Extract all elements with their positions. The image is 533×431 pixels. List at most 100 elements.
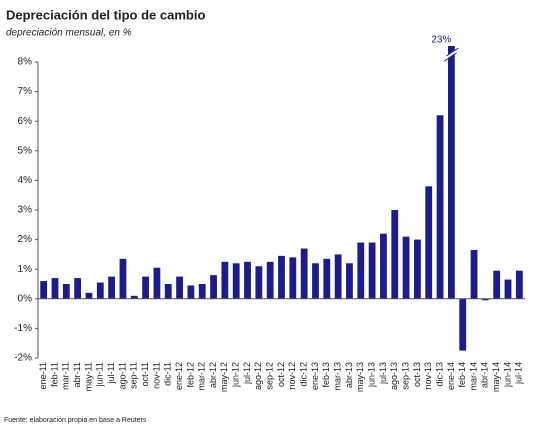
- y-tick-label: 6%: [18, 116, 33, 127]
- x-tick-label: ene-13: [310, 362, 320, 390]
- x-tick-label: jul-11: [106, 362, 116, 384]
- bar: [153, 267, 161, 299]
- bar: [504, 279, 512, 299]
- x-tick-label: jul-14: [514, 362, 524, 385]
- bar: [357, 242, 365, 299]
- source-note: Fuente: elaboración propia en base a Reu…: [4, 417, 147, 424]
- bar: [266, 261, 274, 299]
- chart-subtitle: depreciación mensual, en %: [6, 28, 132, 39]
- x-tick-label: nov-13: [423, 362, 433, 390]
- x-tick-label: mar-13: [333, 362, 343, 391]
- bar: [255, 266, 263, 299]
- bar: [289, 257, 297, 299]
- y-tick-label: 3%: [18, 205, 33, 216]
- y-tick-label: 4%: [18, 175, 33, 186]
- bar: [244, 261, 251, 299]
- bar: [176, 276, 183, 299]
- x-tick-label: ene-14: [446, 362, 456, 390]
- bar: [142, 276, 149, 299]
- bar: [198, 284, 206, 299]
- bar: [74, 278, 82, 299]
- bar: [481, 298, 489, 301]
- x-tick-label: oct-12: [276, 362, 286, 387]
- x-tick-label: feb-14: [457, 362, 467, 388]
- bar: [436, 115, 444, 299]
- x-tick-label: sep-13: [400, 362, 410, 390]
- bar: [85, 292, 93, 299]
- bar: [119, 258, 127, 299]
- x-tick-label: sep-12: [265, 362, 275, 390]
- bar: [51, 278, 59, 299]
- break-mark: [444, 52, 457, 62]
- x-tick-label: ago-12: [253, 362, 263, 390]
- bar: [108, 276, 116, 299]
- bar: [402, 236, 410, 299]
- x-tick-label: feb-12: [185, 362, 195, 388]
- y-tick-label: 1%: [18, 264, 33, 275]
- bar: [300, 248, 308, 299]
- x-tick-label: jul-12: [242, 362, 252, 385]
- x-tick-label: jun-11: [95, 362, 105, 387]
- x-tick-label: abr-13: [344, 362, 354, 388]
- bars: [40, 46, 523, 351]
- bar: [130, 295, 138, 299]
- x-tick-label: may-12: [219, 362, 229, 392]
- bar: [323, 258, 331, 299]
- x-tick-label: mar-11: [61, 362, 71, 390]
- x-tick-label: jun-12: [231, 362, 241, 388]
- y-tick-label: 5%: [18, 145, 33, 156]
- bar: [62, 284, 70, 299]
- x-tick-label: jun-14: [502, 362, 512, 388]
- x-tick-label: dic-13: [434, 362, 444, 387]
- x-tick-label: ene-12: [174, 362, 184, 390]
- x-tick-label: sep-11: [129, 362, 139, 389]
- bar: [40, 281, 48, 299]
- bar: [232, 263, 240, 299]
- x-tick-label: abr-11: [72, 362, 82, 387]
- x-tick-label: dic-11: [163, 362, 173, 386]
- bar: [164, 284, 172, 299]
- bar: [425, 186, 433, 299]
- bar: [447, 46, 455, 299]
- x-tick-label: jun-13: [366, 362, 376, 388]
- y-tick-label: 7%: [18, 86, 33, 97]
- x-tick-label: nov-11: [151, 362, 161, 389]
- bar: [414, 239, 421, 299]
- bar: [515, 270, 523, 299]
- x-tick-label: dic-12: [299, 362, 309, 387]
- bar: [312, 263, 319, 299]
- y-tick-label: 2%: [18, 234, 33, 245]
- bar: [391, 210, 399, 299]
- bar: [221, 261, 229, 299]
- bar: [346, 263, 353, 299]
- x-tick-label: nov-12: [287, 362, 297, 390]
- x-tick-label: may-13: [355, 362, 365, 392]
- x-tick-label: ago-13: [389, 362, 399, 390]
- bar: [334, 254, 342, 299]
- x-tick-label: abr-14: [480, 362, 490, 388]
- value-label: 23%: [431, 35, 451, 46]
- x-tick-label: ene-11: [38, 362, 48, 389]
- bar: [368, 242, 376, 299]
- y-tick-label: -1%: [14, 323, 32, 334]
- bar: [459, 298, 467, 351]
- x-tick-label: jul-13: [378, 362, 388, 385]
- y-tick-label: -2%: [14, 353, 32, 364]
- x-tick-label: feb-11: [49, 362, 59, 387]
- bar: [380, 233, 387, 299]
- bar: [278, 255, 285, 299]
- bar: [470, 249, 478, 299]
- y-tick-label: 0%: [18, 293, 33, 304]
- chart-title: Depreciación del tipo de cambio: [6, 7, 205, 22]
- x-tick-label: mar-14: [468, 362, 478, 391]
- bar: [96, 282, 104, 299]
- break-mark: [446, 47, 459, 57]
- bar: [210, 275, 217, 299]
- x-tick-label: mar-12: [197, 362, 207, 391]
- y-tick-label: 8%: [18, 57, 33, 68]
- x-tick-label: abr-12: [208, 362, 218, 388]
- x-tick-label: oct-13: [412, 362, 422, 387]
- x-tick-label: may-11: [83, 362, 93, 391]
- x-tick-label: may-14: [491, 362, 501, 392]
